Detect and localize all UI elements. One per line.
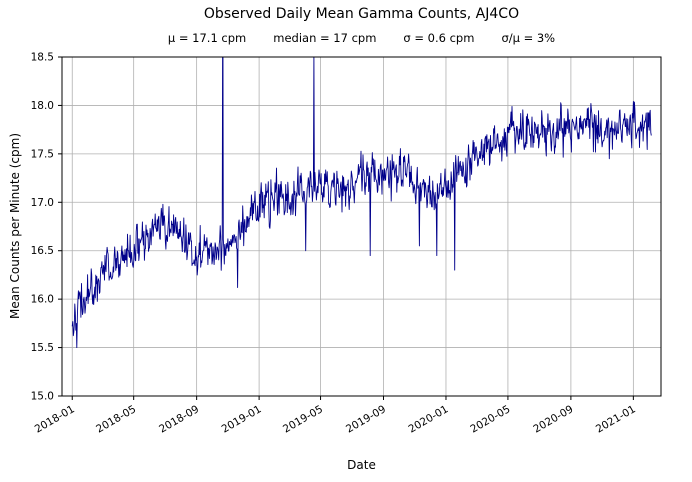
y-axis-label: Mean Counts per Minute (cpm) [8, 132, 22, 320]
x-tick-label: 2020-09 [531, 403, 575, 435]
x-tick-label: 2019-05 [281, 403, 325, 435]
y-tick-label: 16.5 [31, 245, 54, 257]
x-tick-label: 2018-01 [33, 403, 77, 435]
x-tick-label: 2018-05 [94, 403, 138, 435]
data-series [71, 57, 652, 349]
x-tick-label: 2018-09 [157, 403, 201, 435]
data-series-line [71, 57, 652, 349]
y-tick-label: 18.0 [31, 100, 54, 112]
x-tick-label: 2021-01 [594, 403, 638, 435]
x-tick-label: 2019-01 [220, 403, 264, 435]
x-tick-label: 2020-05 [468, 403, 512, 435]
stat-mean: μ = 17.1 cpm [167, 31, 247, 45]
axes: 15.0 15.5 16.0 16.5 17.0 17.5 18.0 18.5 2018-01 2… [31, 52, 662, 436]
x-tick-label: 2019-09 [344, 403, 388, 435]
y-tick-label: 16.0 [31, 294, 54, 306]
y-tick-label: 17.5 [31, 148, 54, 160]
chart-stats-line: μ = 17.1 cpm median = 17 cpm σ = 0.6 cpm… [62, 31, 661, 45]
x-tick-label: 2020-01 [406, 403, 450, 435]
x-axis-label: Date [347, 458, 376, 472]
chart-title: Observed Daily Mean Gamma Counts, AJ4CO [203, 6, 520, 22]
stat-sigma: σ = 0.6 cpm [403, 31, 475, 45]
y-tick-label: 15.5 [31, 342, 54, 354]
y-tick-label: 18.5 [31, 52, 54, 64]
y-tick-label: 17.0 [31, 197, 54, 209]
y-tick-label: 15.0 [31, 391, 54, 403]
stat-sigma-over-mean: σ/μ = 3% [501, 31, 556, 45]
plot-frame [61, 56, 662, 397]
stat-median: median = 17 cpm [273, 31, 377, 45]
